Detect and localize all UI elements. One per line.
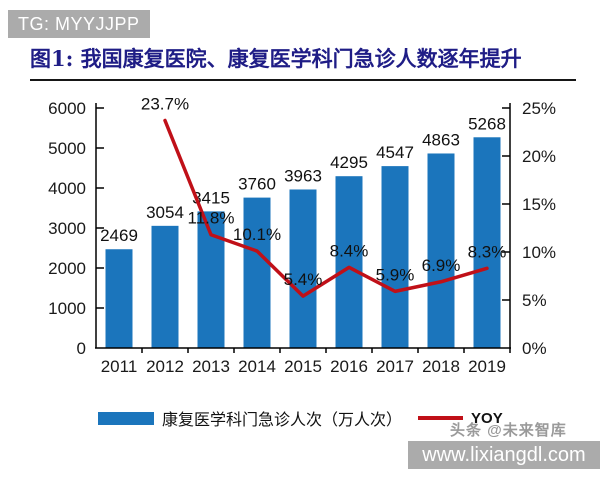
combo-bar-line-chart: 2469 3054 3415 3760 3963 4295 4547 4863 5268 0 100… — [48, 94, 556, 376]
line-series-swatch — [418, 416, 464, 420]
svg-text:20%: 20% — [522, 147, 556, 166]
svg-text:3415: 3415 — [192, 188, 230, 207]
svg-text:3760: 3760 — [238, 175, 276, 194]
figure-title: 图1: 我国康复医院、康复医学科门急诊人数逐年提升 — [30, 46, 576, 81]
legend-item-line: YOY — [418, 410, 503, 427]
bar-series-swatch — [98, 411, 154, 425]
svg-text:2000: 2000 — [48, 259, 86, 278]
svg-text:0: 0 — [77, 339, 86, 358]
svg-text:4000: 4000 — [48, 179, 86, 198]
svg-text:23.7%: 23.7% — [141, 94, 189, 113]
svg-text:5.4%: 5.4% — [284, 270, 323, 289]
svg-text:2017: 2017 — [376, 357, 414, 376]
svg-text:5.9%: 5.9% — [376, 265, 415, 284]
svg-text:6.9%: 6.9% — [422, 256, 461, 275]
svg-text:10.1%: 10.1% — [233, 225, 281, 244]
svg-text:5000: 5000 — [48, 139, 86, 158]
svg-text:5268: 5268 — [468, 114, 506, 133]
svg-text:4547: 4547 — [376, 143, 414, 162]
svg-text:3054: 3054 — [146, 203, 184, 222]
site-watermark: www.lixiangdl.com — [408, 441, 600, 469]
svg-text:2011: 2011 — [101, 357, 138, 376]
chart-legend: 康复医学科门急诊人次（万人次） YOY — [98, 406, 503, 430]
svg-text:2012: 2012 — [146, 357, 184, 376]
svg-text:5%: 5% — [522, 291, 547, 310]
svg-text:25%: 25% — [522, 99, 556, 118]
svg-text:2018: 2018 — [422, 357, 460, 376]
svg-text:2469: 2469 — [100, 226, 138, 245]
legend-label-bars: 康复医学科门急诊人次（万人次） — [162, 412, 403, 429]
svg-text:11.8%: 11.8% — [188, 209, 235, 228]
svg-text:3000: 3000 — [48, 219, 86, 238]
svg-text:1000: 1000 — [48, 299, 86, 318]
toutiao-watermark: 头条 @未来智库 — [450, 422, 567, 439]
svg-text:4295: 4295 — [330, 153, 368, 172]
svg-text:2015: 2015 — [284, 357, 322, 376]
svg-text:4863: 4863 — [422, 130, 460, 149]
legend-item-bars: 康复医学科门急诊人次（万人次） — [98, 406, 402, 430]
svg-text:0%: 0% — [522, 339, 547, 358]
legend-label-line: YOY — [471, 409, 503, 427]
svg-text:2016: 2016 — [330, 357, 368, 376]
svg-text:2014: 2014 — [238, 357, 276, 376]
svg-text:8.4%: 8.4% — [330, 241, 369, 260]
svg-text:10%: 10% — [522, 243, 556, 262]
channel-watermark-badge: TG: MYYJJPP — [8, 10, 150, 38]
svg-text:2013: 2013 — [192, 357, 230, 376]
svg-text:2019: 2019 — [468, 357, 506, 376]
svg-text:6000: 6000 — [48, 99, 86, 118]
svg-text:15%: 15% — [522, 195, 556, 214]
svg-text:3963: 3963 — [284, 166, 322, 185]
svg-text:8.3%: 8.3% — [468, 242, 507, 261]
